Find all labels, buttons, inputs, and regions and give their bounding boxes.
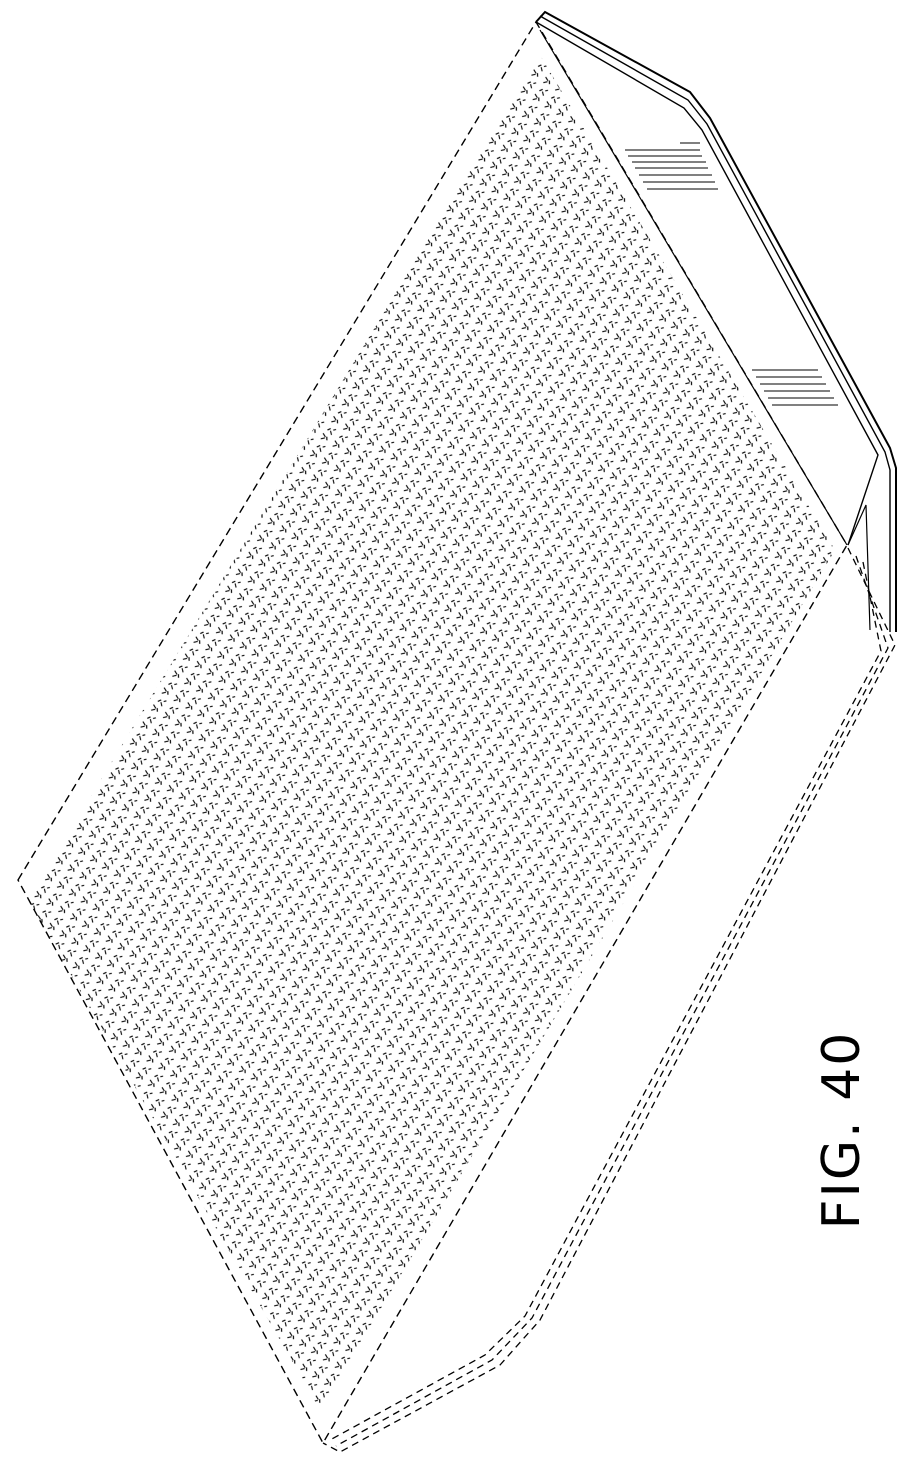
shading-lines-lower [752,370,838,405]
textured-face [18,22,847,1443]
figure-label: FIG. 40 [812,1031,872,1230]
shading-lines-upper [625,143,718,189]
texture-pattern [28,55,835,1410]
